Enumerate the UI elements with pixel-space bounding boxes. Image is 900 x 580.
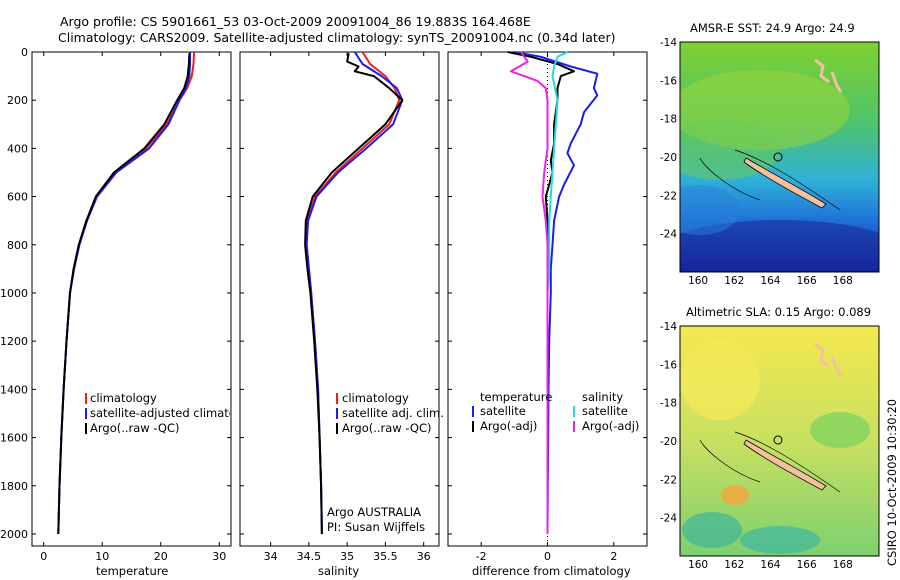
sst-vanuatu: [814, 58, 843, 93]
sst-map: [680, 42, 879, 272]
sla_map-xtick-label: 166: [797, 559, 817, 571]
salinity-xlabel: salinity: [318, 564, 360, 578]
sla_map-ytick-label: -16: [660, 359, 677, 371]
temperature-xtick-label: 30: [212, 550, 226, 563]
difference-series-temp-argo: [507, 51, 575, 534]
sla_map-ytick-label: -20: [660, 436, 677, 448]
depth-tick-label: 600: [7, 191, 28, 204]
legend-diff-tsat: satellite: [480, 404, 526, 418]
difference-series-temp-satellite: [514, 51, 599, 535]
sla_map-xtick-label: 164: [760, 559, 780, 571]
sla-green-patch: [810, 412, 870, 448]
depth-tick-label: 1600: [0, 432, 28, 445]
legend-diff-sal-title: salinity: [582, 390, 624, 404]
depth-tick-label: 2000: [0, 528, 28, 541]
temperature-panel-frame: [31, 51, 232, 547]
depth-tick-label: 400: [7, 142, 28, 155]
temperature-xtick-label: 0: [40, 550, 47, 563]
sst-contours: [699, 149, 841, 211]
sst_map-ytick-label: -20: [660, 152, 677, 164]
depth-tick-label: 1800: [0, 480, 28, 493]
sla_map-ytick-label: -18: [660, 398, 677, 410]
salinity-xtick-label: 35.5: [373, 550, 398, 563]
sla_map-ytick-label: -24: [660, 513, 677, 525]
legend-diff-temp-title: temperature: [480, 390, 553, 404]
sla-yellow-patch: [680, 340, 760, 420]
sst-new-caledonia: [743, 157, 827, 209]
depth-tick-label: 1000: [0, 287, 28, 300]
sla-map-frame: [679, 325, 880, 557]
legend-markers: [85, 393, 575, 434]
difference-xtick-label: 0: [544, 550, 551, 563]
sla-map: [680, 326, 879, 556]
sla-cyan-patch-2: [740, 526, 820, 554]
sst-argo-marker: [773, 152, 783, 162]
sla-new-caledonia: [743, 439, 827, 491]
sla_map-xtick-label: 162: [724, 559, 744, 571]
temperature-series-argo: [57, 53, 191, 535]
difference-xtick-label: -2: [476, 550, 487, 563]
temperature-series-climatology: [57, 51, 196, 535]
salinity-xtick-label: 36: [417, 550, 431, 563]
temperature-xlabel: temperature: [96, 564, 169, 578]
sst-map-title: AMSR-E SST: 24.9 Argo: 24.9: [690, 21, 855, 35]
sst-map-frame: [679, 41, 880, 273]
legend-sal-sat: satellite adj. clim.: [342, 406, 444, 420]
legend-temp-argo: Argo(..raw -QC): [90, 421, 180, 435]
sla-map-title: Altimetric SLA: 0.15 Argo: 0.089: [686, 305, 872, 319]
temperature-series-satellite: [57, 52, 191, 535]
sst_map-ytick-label: -18: [660, 114, 677, 126]
sla-orange-patch: [721, 485, 749, 505]
annotation-argo-australia: Argo AUSTRALIA: [327, 505, 422, 519]
legend-sal-clim: climatology: [342, 391, 409, 405]
difference-xtick-label: 2: [610, 550, 617, 563]
sst_map-ytick-label: -22: [660, 190, 677, 202]
sst_map-xtick-label: 168: [833, 275, 853, 287]
salinity-series-argo: [304, 53, 404, 535]
sla_map-xtick-label: 160: [688, 559, 708, 571]
legend-diff-ssat: satellite: [582, 404, 628, 418]
sla-argo-marker: [773, 435, 783, 445]
sst_map-ytick-label: -16: [660, 75, 677, 87]
salinity-panel-frame: [239, 51, 440, 547]
sla_map-xtick-label: 168: [833, 559, 853, 571]
sst_map-ytick-label: -24: [660, 229, 677, 241]
salinity-xtick-label: 34.5: [297, 550, 322, 563]
header-line-2: Climatology: CARS2009. Satellite-adjuste…: [58, 30, 616, 45]
side-timestamp: CSIRO 10-Oct-2009 10:30:20: [885, 398, 899, 566]
temperature-xtick-label: 10: [95, 550, 109, 563]
depth-tick-label: 1400: [0, 383, 28, 396]
sst-blue-patch: [680, 185, 740, 235]
sst_map-xtick-label: 160: [688, 275, 708, 287]
depth-tick-label: 1200: [0, 335, 28, 348]
depth-tick-label: 800: [7, 239, 28, 252]
sst_map-xtick-label: 164: [760, 275, 780, 287]
sla-cyan-patch: [682, 512, 742, 548]
lines-layer: [57, 51, 599, 535]
legend-diff-sargo: Argo(-adj): [582, 419, 640, 433]
sst-cold-patch: [680, 220, 879, 272]
temperature-xtick-label: 20: [154, 550, 168, 563]
sla_map-ytick-label: -14: [660, 321, 677, 333]
annotation-pi: PI: Susan Wijffels: [327, 520, 426, 534]
sst_map-ytick-label: -14: [660, 37, 677, 49]
depth-tick-label: 0: [21, 46, 28, 59]
sla_map-ytick-label: -22: [660, 474, 677, 486]
salinity-xtick-label: 34: [264, 550, 278, 563]
difference-series-sal-argo: [510, 51, 549, 534]
difference-xlabel: difference from climatology: [472, 564, 631, 578]
sla-contours: [699, 431, 841, 493]
legend-diff-targo: Argo(-adj): [480, 419, 538, 433]
depth-tick-label: 200: [7, 94, 28, 107]
legend-temp-sat: satellite-adjusted climatology: [90, 406, 230, 420]
axes-layer: 0 10 20 30020040060080010001200140016001800…: [0, 37, 853, 571]
sla-vanuatu: [814, 342, 843, 377]
salinity-xtick-label: 35: [340, 550, 354, 563]
header-line-1: Argo profile: CS 5901661_53 03-Oct-2009 …: [60, 14, 531, 29]
legend-temp-clim: climatology: [90, 391, 157, 405]
sst_map-xtick-label: 166: [797, 275, 817, 287]
legend-sal-argo: Argo(..raw -QC): [342, 421, 432, 435]
sst_map-xtick-label: 162: [724, 275, 744, 287]
